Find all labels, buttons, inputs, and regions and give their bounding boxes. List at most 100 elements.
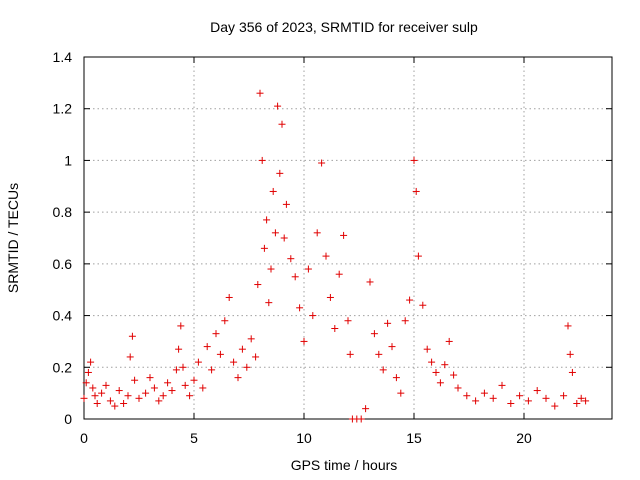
data-point	[291, 273, 299, 281]
data-point	[84, 368, 92, 376]
data-point	[186, 392, 194, 400]
data-point	[566, 350, 574, 358]
data-point	[91, 392, 99, 400]
data-point	[542, 394, 550, 402]
x-tick-label: 15	[406, 430, 422, 446]
data-point	[335, 270, 343, 278]
data-point	[155, 397, 163, 405]
data-point	[326, 293, 334, 301]
data-point	[260, 244, 268, 252]
data-point	[282, 200, 290, 208]
data-point	[428, 358, 436, 366]
data-point	[177, 322, 185, 330]
data-point	[172, 366, 180, 374]
data-point	[256, 89, 264, 97]
data-point	[375, 350, 383, 358]
y-tick-label: 1.4	[53, 49, 73, 65]
data-point	[577, 394, 585, 402]
data-point	[146, 374, 154, 382]
data-point	[397, 389, 405, 397]
data-point	[111, 402, 119, 410]
data-points	[80, 89, 590, 423]
data-point	[410, 156, 418, 164]
data-point	[102, 381, 110, 389]
data-point	[199, 384, 207, 392]
data-point	[124, 392, 132, 400]
y-tick-label: 1.2	[53, 101, 73, 117]
data-point	[120, 399, 128, 407]
data-point	[432, 368, 440, 376]
data-point	[115, 387, 123, 395]
data-point	[106, 397, 114, 405]
data-point	[564, 322, 572, 330]
data-point	[507, 399, 515, 407]
data-point	[344, 317, 352, 325]
data-point	[194, 358, 202, 366]
data-point	[573, 399, 581, 407]
data-point	[267, 265, 275, 273]
data-point	[234, 374, 242, 382]
data-point	[322, 252, 330, 260]
data-point	[87, 358, 95, 366]
data-point	[524, 397, 532, 405]
data-point	[346, 350, 354, 358]
data-point	[454, 384, 462, 392]
y-axis-label: SRMTID / TECUs	[5, 183, 21, 293]
data-point	[181, 381, 189, 389]
data-point	[568, 368, 576, 376]
data-point	[221, 317, 229, 325]
data-point	[313, 229, 321, 237]
plot-frame	[83, 56, 613, 420]
x-tick-label: 10	[296, 430, 312, 446]
data-point	[80, 394, 88, 402]
y-tick-label: 0	[64, 411, 72, 427]
data-point	[401, 317, 409, 325]
data-point	[254, 281, 262, 289]
data-point	[309, 312, 317, 320]
data-point	[131, 376, 139, 384]
data-point	[551, 402, 559, 410]
data-point	[516, 392, 524, 400]
data-point	[366, 278, 374, 286]
y-tick-label: 0.6	[53, 256, 73, 272]
data-point	[168, 387, 176, 395]
data-point	[300, 337, 308, 345]
data-point	[82, 379, 90, 387]
data-point	[489, 394, 497, 402]
data-point	[414, 252, 422, 260]
data-point	[89, 384, 97, 392]
grid-lines	[83, 56, 612, 420]
data-point	[274, 102, 282, 110]
data-point	[98, 389, 106, 397]
data-point	[331, 325, 339, 332]
data-point	[243, 363, 251, 371]
data-point	[238, 345, 246, 353]
data-point	[318, 159, 326, 167]
data-point	[296, 304, 304, 312]
data-point	[357, 415, 365, 423]
data-point	[175, 345, 183, 353]
x-axis-label: GPS time / hours	[291, 457, 398, 473]
data-point	[179, 363, 187, 371]
data-point	[533, 387, 541, 395]
data-point	[203, 343, 211, 351]
data-point	[128, 332, 136, 340]
data-point	[388, 343, 396, 351]
data-point	[252, 353, 260, 361]
data-point	[441, 361, 449, 369]
data-point	[135, 394, 143, 402]
data-point	[436, 379, 444, 387]
data-point	[445, 337, 453, 345]
data-point	[582, 397, 590, 405]
data-point	[379, 366, 387, 374]
y-tick-label: 1	[64, 152, 72, 168]
data-point	[370, 330, 378, 338]
data-point	[263, 216, 271, 224]
data-point	[258, 156, 266, 164]
data-point	[450, 371, 458, 379]
data-point	[265, 299, 273, 307]
data-point	[412, 187, 420, 195]
data-point	[93, 399, 101, 407]
data-point	[126, 353, 134, 361]
data-point	[208, 366, 216, 374]
